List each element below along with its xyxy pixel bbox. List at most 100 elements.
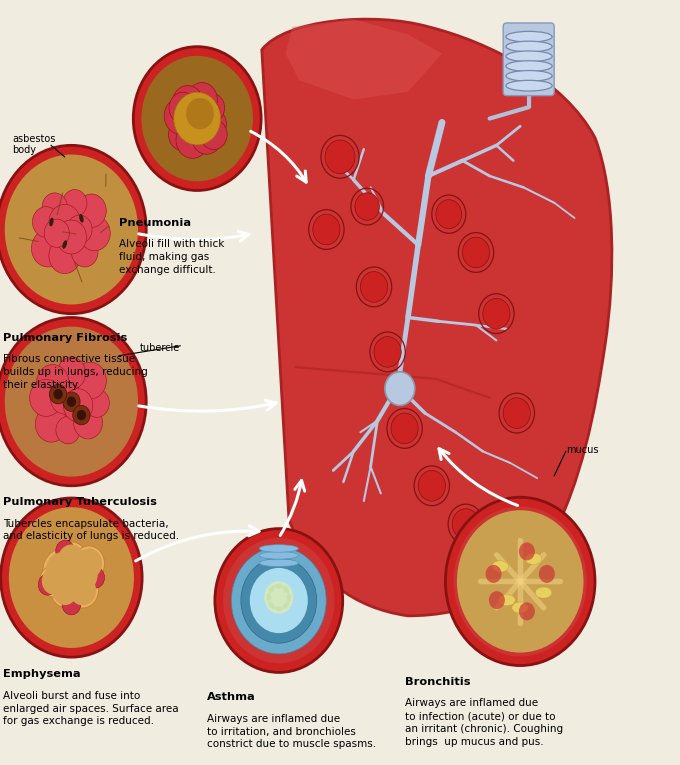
Circle shape bbox=[241, 558, 317, 643]
Circle shape bbox=[452, 509, 479, 539]
Ellipse shape bbox=[283, 586, 289, 593]
Circle shape bbox=[5, 327, 138, 477]
Circle shape bbox=[67, 572, 99, 608]
Circle shape bbox=[0, 145, 146, 314]
Text: Asthma: Asthma bbox=[207, 692, 256, 702]
Ellipse shape bbox=[498, 594, 515, 606]
Circle shape bbox=[50, 382, 79, 414]
Circle shape bbox=[201, 109, 226, 138]
Circle shape bbox=[63, 392, 80, 412]
Circle shape bbox=[199, 93, 224, 122]
Circle shape bbox=[215, 529, 343, 672]
Circle shape bbox=[63, 389, 92, 422]
Circle shape bbox=[173, 86, 203, 119]
Circle shape bbox=[30, 379, 63, 416]
Circle shape bbox=[169, 119, 197, 151]
PathPatch shape bbox=[286, 19, 442, 99]
Ellipse shape bbox=[259, 559, 299, 567]
Circle shape bbox=[44, 219, 69, 247]
Ellipse shape bbox=[259, 552, 299, 559]
Circle shape bbox=[374, 337, 401, 367]
Circle shape bbox=[445, 497, 595, 666]
Circle shape bbox=[457, 510, 583, 653]
Circle shape bbox=[58, 545, 85, 575]
Circle shape bbox=[42, 193, 67, 221]
Circle shape bbox=[231, 547, 326, 654]
Circle shape bbox=[31, 230, 65, 267]
Text: Pulmonary Tuberculosis: Pulmonary Tuberculosis bbox=[3, 497, 157, 507]
Circle shape bbox=[43, 549, 81, 592]
Circle shape bbox=[77, 194, 106, 227]
Text: Bronchitis: Bronchitis bbox=[405, 677, 470, 687]
Circle shape bbox=[49, 238, 81, 274]
Circle shape bbox=[86, 567, 105, 588]
Circle shape bbox=[175, 110, 200, 138]
Circle shape bbox=[519, 542, 535, 561]
Ellipse shape bbox=[283, 602, 289, 609]
Circle shape bbox=[49, 204, 80, 239]
Circle shape bbox=[193, 98, 220, 129]
Circle shape bbox=[71, 237, 98, 267]
Ellipse shape bbox=[275, 606, 283, 611]
Circle shape bbox=[360, 272, 388, 302]
Circle shape bbox=[462, 237, 490, 268]
Circle shape bbox=[174, 93, 220, 145]
Circle shape bbox=[184, 112, 210, 142]
Circle shape bbox=[169, 93, 197, 124]
Circle shape bbox=[77, 410, 86, 421]
Circle shape bbox=[84, 389, 109, 418]
Circle shape bbox=[201, 119, 227, 150]
Circle shape bbox=[56, 220, 86, 254]
Ellipse shape bbox=[506, 41, 552, 52]
Circle shape bbox=[62, 594, 81, 615]
Circle shape bbox=[539, 565, 555, 583]
Text: Pneumonia: Pneumonia bbox=[119, 218, 191, 228]
Text: Tubercles encapsulate bacteria,
and elasticity of lungs is reduced.: Tubercles encapsulate bacteria, and elas… bbox=[3, 519, 180, 542]
Ellipse shape bbox=[275, 584, 283, 588]
Circle shape bbox=[519, 602, 535, 620]
Circle shape bbox=[67, 396, 76, 407]
Text: Airways are inflamed due
to irritation, and bronchioles
constrict due to muscle : Airways are inflamed due to irritation, … bbox=[207, 714, 377, 750]
Circle shape bbox=[313, 214, 340, 245]
Ellipse shape bbox=[269, 602, 275, 609]
Circle shape bbox=[355, 193, 379, 220]
Circle shape bbox=[5, 155, 138, 304]
Circle shape bbox=[436, 200, 462, 229]
Text: tubercle: tubercle bbox=[139, 343, 180, 353]
Circle shape bbox=[51, 576, 79, 607]
Ellipse shape bbox=[506, 70, 552, 81]
Circle shape bbox=[57, 357, 86, 389]
Circle shape bbox=[69, 575, 96, 605]
Circle shape bbox=[186, 83, 218, 117]
Ellipse shape bbox=[492, 561, 509, 572]
Ellipse shape bbox=[63, 240, 67, 249]
Ellipse shape bbox=[506, 31, 552, 42]
Circle shape bbox=[37, 365, 69, 401]
Ellipse shape bbox=[506, 51, 552, 62]
Circle shape bbox=[489, 591, 505, 609]
Circle shape bbox=[79, 216, 110, 251]
Circle shape bbox=[73, 405, 90, 425]
PathPatch shape bbox=[262, 19, 612, 616]
Text: mucus: mucus bbox=[566, 445, 598, 455]
Ellipse shape bbox=[267, 593, 271, 602]
Circle shape bbox=[223, 538, 335, 663]
Ellipse shape bbox=[286, 593, 291, 602]
Circle shape bbox=[54, 389, 63, 399]
Text: Airways are inflamed due
to infection (acute) or due to
an irritant (chronic). C: Airways are inflamed due to infection (a… bbox=[405, 698, 563, 747]
Circle shape bbox=[73, 546, 105, 581]
Ellipse shape bbox=[259, 545, 299, 552]
Circle shape bbox=[483, 298, 510, 329]
Ellipse shape bbox=[512, 602, 528, 614]
Circle shape bbox=[73, 406, 103, 439]
Circle shape bbox=[325, 140, 355, 174]
Circle shape bbox=[177, 101, 208, 136]
Ellipse shape bbox=[506, 80, 552, 91]
Ellipse shape bbox=[525, 553, 542, 565]
Circle shape bbox=[39, 565, 68, 597]
Circle shape bbox=[418, 470, 445, 501]
Text: Alveoli burst and fuse into
enlarged air spaces. Surface area
for gas exchange i: Alveoli burst and fuse into enlarged air… bbox=[3, 691, 179, 727]
Ellipse shape bbox=[269, 586, 275, 593]
Circle shape bbox=[73, 363, 106, 399]
Circle shape bbox=[164, 97, 197, 135]
